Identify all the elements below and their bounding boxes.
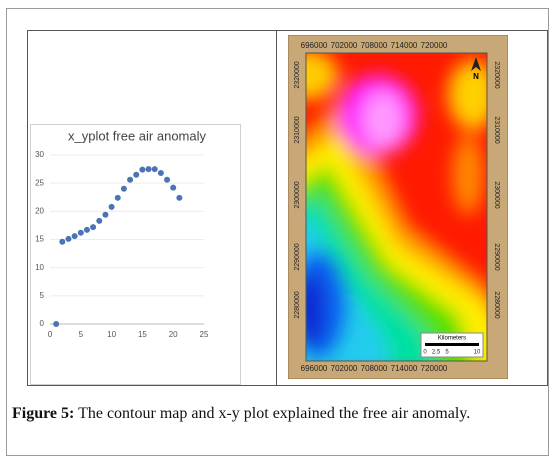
scatter-point [120,185,127,192]
map-bottom-label: 720000 [421,364,448,373]
y-tick-label: 15 [35,235,44,244]
scatter-point [65,235,72,242]
scale-label: 5 [445,350,449,356]
scatter-point [102,211,109,218]
scatter-point [145,166,152,173]
map-left-label: 2300000 [294,181,301,208]
scatter-point [83,226,90,233]
y-tick-label: 30 [35,150,44,159]
scatter-point [127,176,134,183]
x-tick-label: 20 [169,330,178,339]
scale-title: Kilometers [438,336,466,342]
scale-label: 0 [423,350,427,356]
scatter-point [176,194,183,201]
north-arrow [471,57,481,71]
x-tick-label: 15 [138,330,147,339]
map-right-label: 2290000 [493,243,500,270]
map-right-label: 2300000 [493,181,500,208]
map-bottom-label: 708000 [361,364,388,373]
map-top-label: 708000 [361,41,388,50]
scatter-point [53,321,60,327]
map-left-label: 2280000 [294,291,301,318]
map-right-label: 2320000 [493,61,500,88]
map-bottom-label: 702000 [331,364,358,373]
map-right-label: 2280000 [493,291,500,318]
caption-label: Figure 5: [12,405,75,422]
map-top-label: 702000 [331,41,358,50]
scatter-point [170,184,177,191]
x-tick-label: 5 [79,330,84,339]
y-tick-label: 5 [40,291,45,300]
scatter-point [59,238,66,245]
map-top-label: 720000 [421,41,448,50]
divider [276,30,277,386]
x-tick-label: 25 [200,330,209,339]
y-tick-label: 0 [40,319,45,328]
scatter-point [90,224,97,231]
map-top-label: 714000 [391,41,418,50]
chart-border [30,124,241,385]
scale-bar [425,343,479,346]
chart-title: x_yplot free air anomaly [68,128,207,143]
scatter-point [96,217,103,224]
map-bottom-label: 714000 [391,364,418,373]
scatter-point [77,229,84,236]
map-bottom-label: 696000 [301,364,328,373]
map-top-label: 696000 [301,41,328,50]
scatter-point [71,233,78,240]
scatter-point [114,194,121,201]
caption-text: The contour map and x-y plot explained t… [78,405,471,422]
scatter-point [164,176,171,183]
map-border [305,52,488,362]
north-label: N [473,72,479,81]
scatter-point [133,171,140,178]
x-tick-label: 10 [107,330,116,339]
map-right-label: 2310000 [493,116,500,143]
scale-label: 2.5 [432,350,441,356]
scatter-point [151,166,158,173]
map-left-label: 2320000 [294,61,301,88]
figure-box [27,30,548,386]
y-tick-label: 10 [35,263,44,272]
contour-field [306,53,487,361]
figure-frame [6,8,549,456]
y-tick-label: 25 [35,178,44,187]
map-left-label: 2310000 [294,116,301,143]
scatter-point [108,203,115,210]
scatter-chart: x_yplot free air anomaly 0 5 10 15 20 25 30 0 5 1… [30,124,241,385]
caption: Figure 5: The contour map and x-y plot e… [12,402,539,426]
contour-map: N Kilometers 696000 702000 708000 714000 720… [288,35,508,379]
y-tick-label: 20 [35,206,44,215]
map-left-label: 2290000 [294,243,301,270]
scatter-point [157,170,164,177]
scatter-point [139,166,146,173]
x-tick-label: 0 [48,330,53,339]
scale-label: 10 [474,350,481,356]
